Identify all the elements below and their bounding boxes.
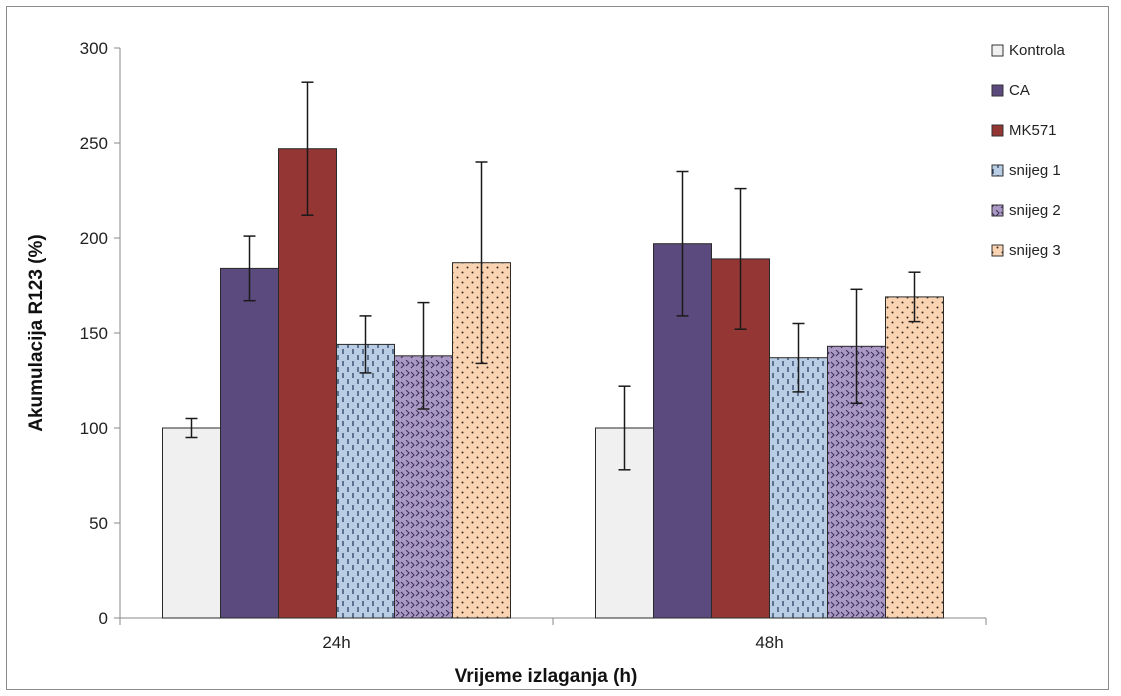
legend-label: MK571	[1009, 122, 1057, 139]
legend: Kontrola CA MK571 snijeg 1 snijeg 2 snijeg 3	[991, 42, 1066, 259]
legend-swatch	[991, 44, 1004, 57]
plot-bars	[162, 148, 944, 619]
bar-snijeg-1-24h	[336, 343, 395, 619]
bar-snijeg-1-48h	[769, 357, 828, 619]
legend-label: snijeg 3	[1009, 242, 1061, 259]
legend-swatch	[991, 164, 1004, 177]
y-tick-label: 100	[80, 419, 108, 438]
legend-label: CA	[1009, 82, 1030, 99]
bar-snijeg-3-48h	[885, 296, 944, 619]
legend-label: snijeg 1	[1009, 162, 1061, 179]
bar-mk571-24h	[278, 148, 337, 619]
plot-labels: 0 50 100 150 200 250 300 24h 48h	[80, 39, 784, 652]
legend-swatch	[991, 204, 1004, 217]
y-tick-label: 200	[80, 229, 108, 248]
x-tick-label: 48h	[755, 633, 783, 652]
legend-swatch	[991, 84, 1004, 97]
y-tick-label: 0	[99, 609, 108, 628]
y-tick-label: 300	[80, 39, 108, 58]
legend-swatch	[991, 244, 1004, 257]
legend-swatch	[991, 124, 1004, 137]
bar-ca-24h	[220, 267, 279, 619]
x-axis-title: Vrijeme izlaganja (h)	[455, 666, 638, 687]
y-tick-label: 50	[89, 514, 108, 533]
legend-label: snijeg 2	[1009, 202, 1061, 219]
legend-label: Kontrola	[1009, 42, 1066, 59]
x-tick-label: 24h	[322, 633, 350, 652]
bar-kontrola-24h	[162, 427, 221, 619]
y-tick-label: 250	[80, 134, 108, 153]
y-tick-label: 150	[80, 324, 108, 343]
plot-error-bars	[185, 81, 921, 471]
y-axis-title: Akumulacija R123 (%)	[26, 234, 47, 431]
